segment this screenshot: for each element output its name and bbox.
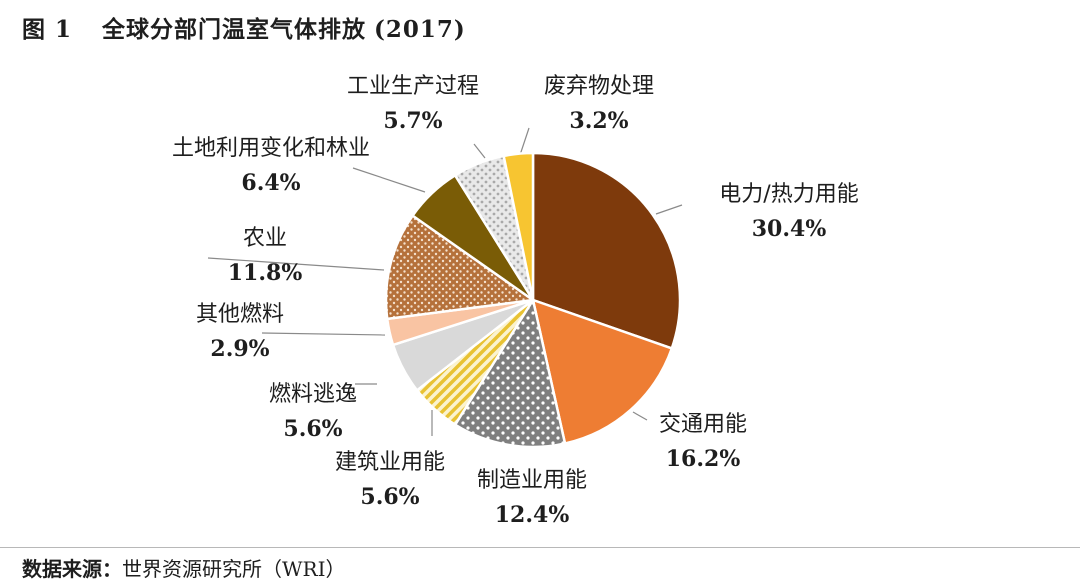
footer-divider (0, 547, 1080, 548)
slice-name: 制造业用能 (476, 468, 588, 493)
slice-label: 工业生产过程 5.7% (347, 70, 479, 138)
slice-percent: 2.9% (210, 336, 270, 362)
slice-name: 其他燃料 (195, 302, 285, 327)
leader-line (632, 411, 648, 421)
slice-percent: 3.2% (569, 108, 629, 134)
source-label: 数据来源： (22, 557, 122, 581)
slice-percent: 30.4% (751, 216, 827, 242)
slice-percent: 12.4% (494, 502, 570, 528)
slice-label: 制造业用能 12.4% (477, 464, 587, 532)
source-note: 数据来源：世界资源研究所（WRI） (22, 553, 346, 582)
slice-name: 电力/热力用能 (719, 182, 859, 207)
slice-name: 农业 (242, 226, 287, 251)
slice-percent: 6.4% (241, 170, 301, 196)
leader-line (473, 143, 486, 159)
source-text: 世界资源研究所（WRI） (122, 557, 346, 581)
pie-slice (502, 151, 535, 301)
slice-name: 建筑业用能 (334, 450, 446, 475)
figure-title: 图 1 全球分部门温室气体排放 (2017) (22, 10, 466, 44)
slice-label: 电力/热力用能 30.4% (719, 178, 858, 246)
slice-name: 燃料逃逸 (268, 382, 358, 407)
slice-percent: 5.6% (360, 484, 420, 510)
slice-percent: 5.6% (283, 416, 343, 442)
slice-label: 建筑业用能 5.6% (335, 446, 445, 514)
leader-line (352, 167, 426, 193)
pie-slice (384, 213, 537, 321)
leader-line (519, 127, 530, 156)
pie-slice (531, 298, 674, 445)
pie-slice (453, 296, 567, 449)
slice-name: 土地利用变化和林业 (171, 136, 371, 161)
slice-name: 交通用能 (658, 412, 748, 437)
leader-line (261, 332, 386, 336)
slice-label: 农业 11.8% (228, 222, 303, 290)
slice-percent: 16.2% (665, 446, 741, 472)
slice-percent: 5.7% (383, 108, 443, 134)
leader-line (655, 204, 683, 215)
slice-label: 废弃物处理 3.2% (544, 70, 654, 138)
slice-name: 工业生产过程 (346, 74, 480, 99)
pie-chart (207, 127, 683, 449)
leader-line (207, 257, 385, 271)
figure-title-text: 全球分部门温室气体排放 (102, 16, 367, 43)
slice-label: 其他燃料 2.9% (196, 298, 284, 366)
slice-name: 废弃物处理 (543, 74, 655, 99)
slice-label: 土地利用变化和林业 6.4% (172, 132, 370, 200)
figure-year: (2017) (374, 16, 466, 43)
pie-slice (531, 151, 682, 350)
slice-label: 燃料逃逸 5.6% (269, 378, 357, 446)
slice-label: 交通用能 16.2% (659, 408, 747, 476)
slice-percent: 11.8% (227, 260, 303, 286)
figure-number: 图 1 (22, 16, 73, 43)
